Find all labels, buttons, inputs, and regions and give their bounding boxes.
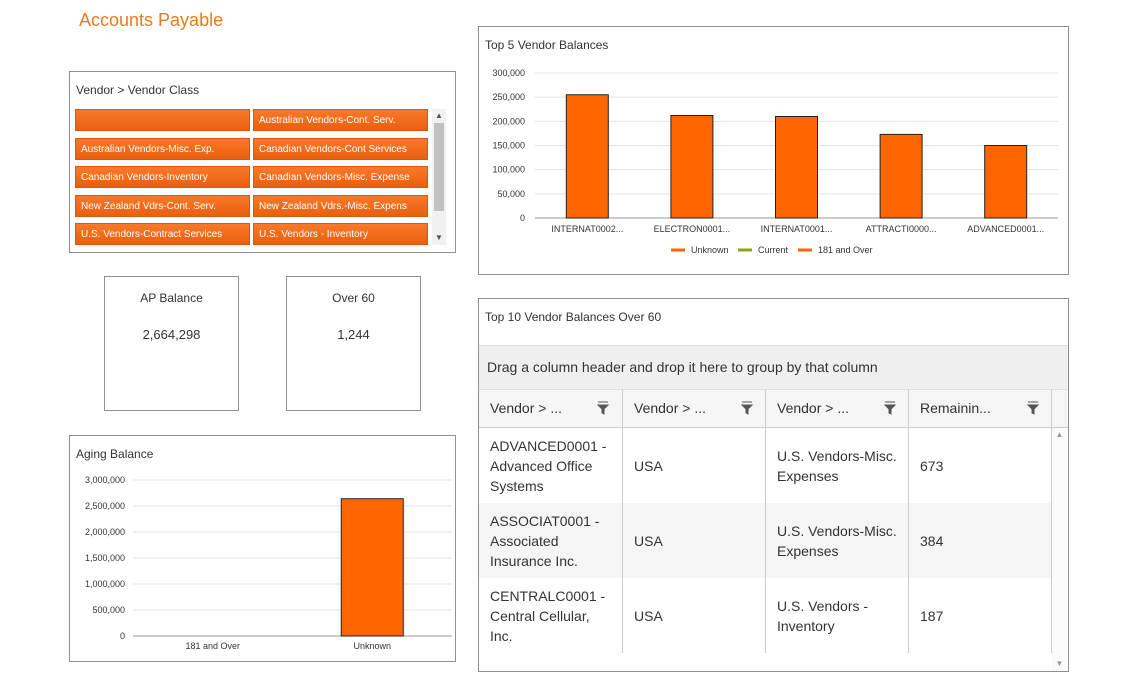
bar[interactable]	[775, 116, 818, 219]
scroll-down-icon[interactable]: ▼	[1055, 659, 1064, 668]
top5-vendor-chart: 0 50,000 100,000 150,000 200,000 250,000 300,0…	[492, 68, 1058, 255]
vendor-class-tile[interactable]: U.S. Vendors-Contract Services	[75, 223, 250, 245]
table-cell: ADVANCED0001 - Advanced Office Systems	[479, 428, 623, 503]
filter-icon[interactable]	[1027, 401, 1039, 415]
grid-scrollbar[interactable]: ▲ ▼	[1052, 428, 1067, 671]
vendor-class-tile[interactable]	[75, 109, 250, 131]
table-cell: 187	[909, 578, 1052, 653]
vendor-class-tile[interactable]: Australian Vendors-Misc. Exp.	[75, 137, 250, 160]
y-tick-label: 3,000,000	[85, 475, 125, 485]
vendor-class-tile[interactable]: Canadian Vendors-Cont Services	[253, 137, 428, 160]
aging-balance-chart: 0 500,000 1,000,000 1,500,000 2,000,000 2,500…	[85, 475, 452, 651]
x-tick-label: ELECTRON0001...	[654, 224, 731, 234]
y-tick-label: 300,000	[492, 68, 525, 78]
x-tick-label: ATTRACTI0000...	[866, 224, 937, 234]
vendor-class-tile[interactable]: Canadian Vendors-Inventory	[75, 166, 250, 188]
bar[interactable]	[879, 133, 923, 219]
top10-vendor-title: Top 10 Vendor Balances Over 60	[485, 310, 662, 324]
table-cell: U.S. Vendors-Misc. Expenses	[766, 428, 909, 503]
column-header-vendor-country[interactable]: Vendor > ...	[623, 390, 766, 427]
bar[interactable]	[670, 115, 714, 219]
ap-balance-label: AP Balance	[140, 291, 203, 305]
y-tick-label: 500,000	[92, 605, 125, 615]
table-row[interactable]: CENTRALC0001 - Central Cellular, Inc. USA…	[479, 578, 1052, 653]
filter-icon[interactable]	[597, 401, 609, 415]
over-60-label: Over 60	[332, 291, 375, 305]
y-tick-label: 100,000	[492, 165, 525, 175]
scroll-up-icon[interactable]: ▲	[435, 111, 443, 120]
scroll-up-icon[interactable]: ▲	[1055, 430, 1064, 439]
y-tick-label: 0	[520, 213, 525, 223]
ap-balance-card: AP Balance 2,664,298	[104, 276, 239, 411]
filter-icon[interactable]	[741, 401, 753, 415]
vendor-class-tile[interactable]: U.S. Vendors - Inventory	[253, 223, 428, 245]
grid-body: ADVANCED0001 - Advanced Office Systems US…	[479, 428, 1052, 653]
table-cell: USA	[623, 578, 766, 653]
aging-balance-panel: Aging Balance 0 500,000 1,000,000 1,500,000…	[69, 435, 456, 662]
table-cell: 673	[909, 428, 1052, 503]
table-cell: ASSOCIAT0001 - Associated Insurance Inc.	[479, 503, 623, 578]
ap-balance-value: 2,664,298	[142, 327, 201, 342]
column-header-label: Vendor > ...	[634, 400, 706, 416]
group-by-drop-area[interactable]: Drag a column header and drop it here to…	[479, 345, 1068, 390]
top5-vendor-title: Top 5 Vendor Balances	[485, 38, 609, 52]
table-row[interactable]: ASSOCIAT0001 - Associated Insurance Inc.…	[479, 503, 1052, 578]
bar[interactable]	[340, 498, 404, 637]
x-tick-label: Unknown	[353, 641, 391, 651]
vendor-class-panel: Vendor > Vendor Class Australian Vendors…	[69, 71, 456, 253]
page-title: Accounts Payable	[79, 10, 224, 30]
table-cell: U.S. Vendors-Misc. Expenses	[766, 503, 909, 578]
x-tick-label: INTERNAT0002...	[551, 224, 623, 234]
column-header-label: Vendor > ...	[490, 400, 562, 416]
y-tick-label: 1,500,000	[85, 553, 125, 563]
y-tick-label: 150,000	[492, 141, 525, 151]
column-header-vendor-id[interactable]: Vendor > ...	[479, 390, 623, 427]
y-tick-label: 0	[120, 631, 125, 641]
column-header-remaining[interactable]: Remainin...	[909, 390, 1052, 427]
column-header-label: Remainin...	[920, 400, 991, 416]
legend-label[interactable]: 181 and Over	[818, 245, 873, 255]
top5-vendor-panel: Top 5 Vendor Balances 0 50,000 100,000 150,…	[478, 26, 1069, 275]
grid-header: Vendor > ... Vendor > ... Vendor > ... R…	[479, 390, 1068, 428]
vendor-class-scrollbar[interactable]: ▲ ▼	[432, 109, 446, 245]
vendor-class-tile[interactable]: New Zealand Vdrs.-Misc. Expens	[253, 194, 428, 217]
table-cell: CENTRALC0001 - Central Cellular, Inc.	[479, 578, 623, 653]
y-tick-label: 1,000,000	[85, 579, 125, 589]
vendor-class-tile[interactable]: Australian Vendors-Cont. Serv.	[253, 109, 428, 131]
table-cell: USA	[623, 428, 766, 503]
y-tick-label: 200,000	[492, 116, 525, 126]
y-tick-label: 2,000,000	[85, 527, 125, 537]
y-tick-label: 250,000	[492, 92, 525, 102]
y-tick-label: 50,000	[497, 189, 525, 199]
bar[interactable]	[984, 145, 1028, 219]
table-cell: U.S. Vendors - Inventory	[766, 578, 909, 653]
x-tick-label: ADVANCED0001...	[967, 224, 1044, 234]
over-60-value: 1,244	[337, 327, 370, 342]
x-tick-label: INTERNAT0001...	[761, 224, 833, 234]
vendor-class-tile[interactable]: New Zealand Vdrs-Cont. Serv.	[75, 194, 250, 217]
over-60-card: Over 60 1,244	[286, 276, 421, 411]
scroll-down-icon[interactable]: ▼	[435, 233, 443, 242]
filter-icon[interactable]	[884, 401, 896, 415]
y-tick-label: 2,500,000	[85, 501, 125, 511]
bar[interactable]	[565, 94, 609, 219]
aging-balance-title: Aging Balance	[76, 447, 154, 461]
table-cell: 384	[909, 503, 1052, 578]
table-cell: USA	[623, 503, 766, 578]
column-header-label: Vendor > ...	[777, 400, 849, 416]
x-tick-label: 181 and Over	[185, 641, 240, 651]
scroll-thumb[interactable]	[434, 123, 444, 211]
legend-label[interactable]: Unknown	[691, 245, 729, 255]
legend-label[interactable]: Current	[758, 245, 789, 255]
vendor-class-title: Vendor > Vendor Class	[76, 83, 200, 97]
top10-vendor-panel: Top 10 Vendor Balances Over 60 Drag a co…	[478, 298, 1069, 672]
table-row[interactable]: ADVANCED0001 - Advanced Office Systems US…	[479, 428, 1052, 503]
vendor-class-tile[interactable]: Canadian Vendors-Misc. Expense	[253, 166, 428, 188]
column-header-vendor-class[interactable]: Vendor > ...	[766, 390, 909, 427]
